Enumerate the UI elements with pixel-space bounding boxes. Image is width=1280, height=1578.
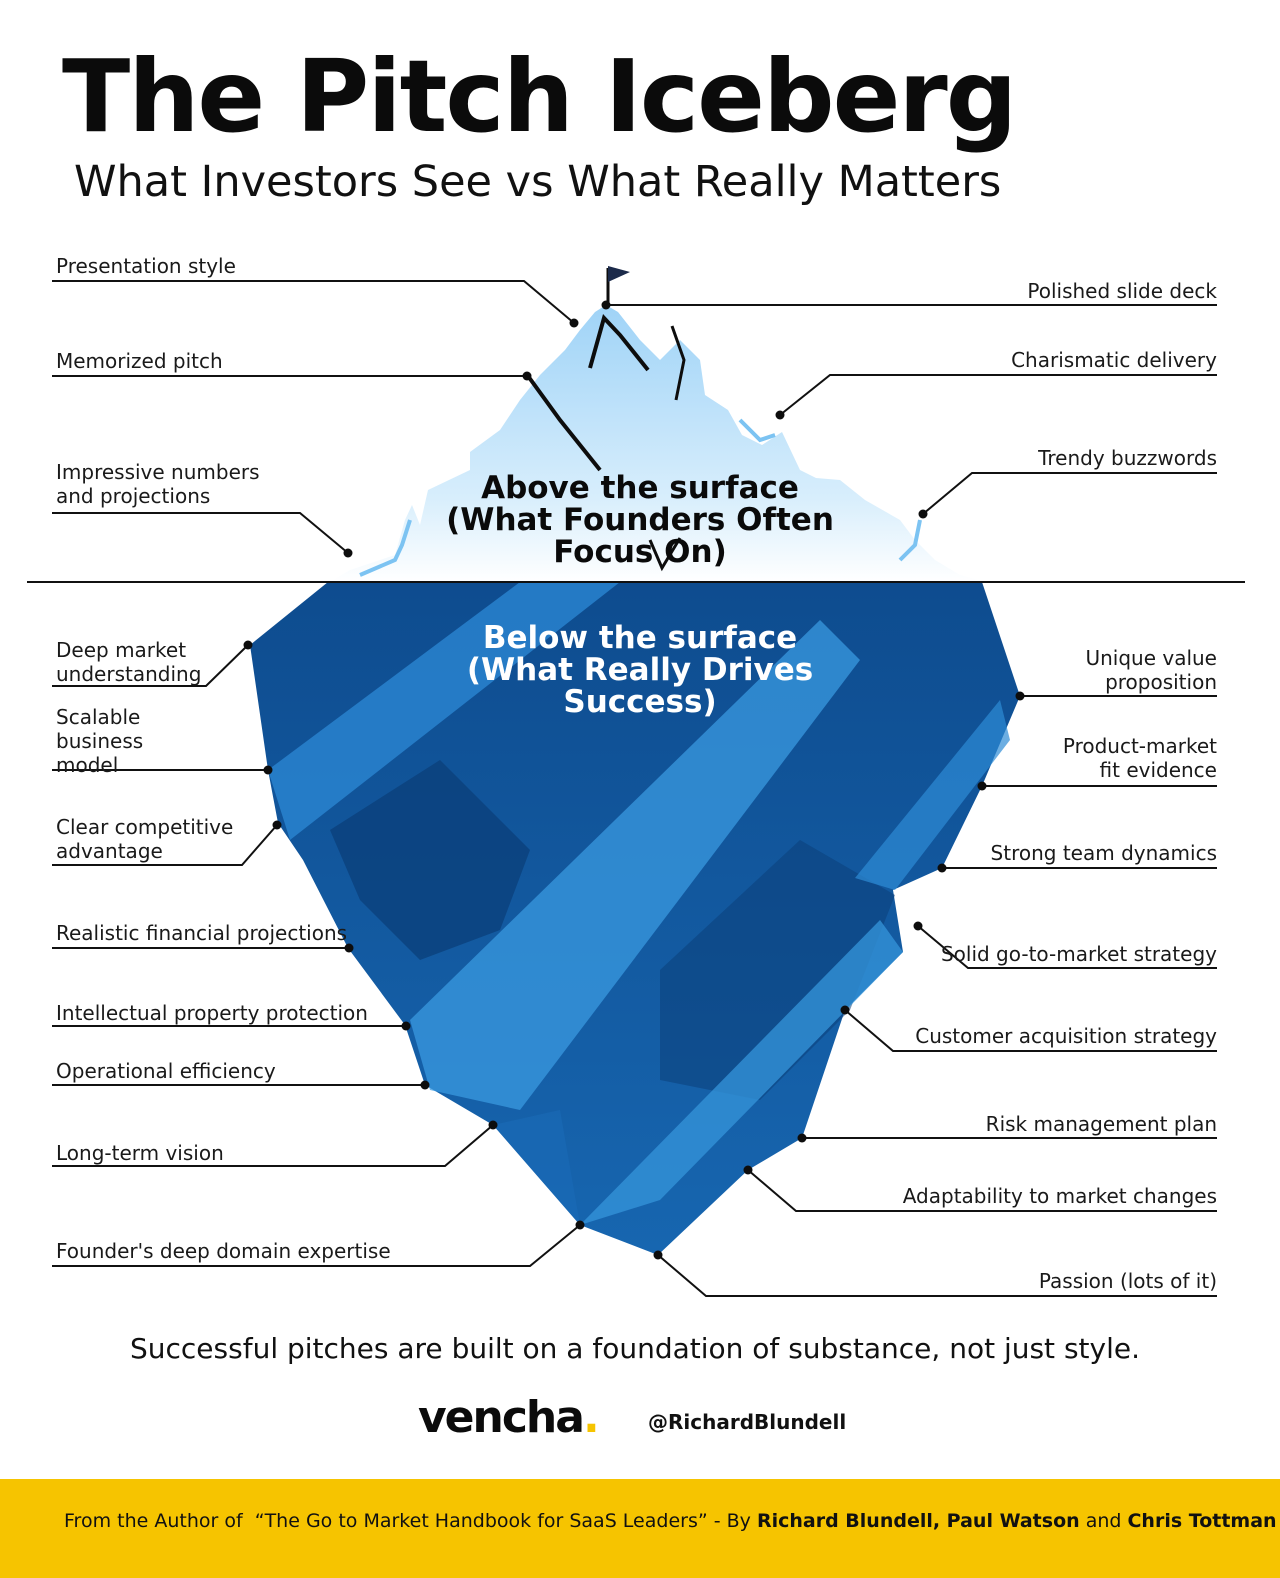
label-long-term-vision: Long-term vision bbox=[56, 1141, 224, 1165]
leader-lines-left bbox=[52, 280, 581, 1267]
label-passion: Passion (lots of it) bbox=[1038, 1269, 1217, 1293]
label-operational-efficiency: Operational efficiency bbox=[56, 1059, 276, 1083]
label-go-to-market-strategy: Solid go-to-market strategy bbox=[940, 942, 1217, 966]
page-title: The Pitch Iceberg bbox=[62, 38, 1017, 155]
label-impressive-numbers: Impressive numbers and projections bbox=[56, 460, 260, 508]
page-subtitle: What Investors See vs What Really Matter… bbox=[74, 157, 1002, 207]
label-scalable-business-model: Scalable business model bbox=[56, 705, 144, 777]
label-charismatic-delivery: Charismatic delivery bbox=[1011, 348, 1217, 372]
above-surface-heading: Above the surface (What Founders Often F… bbox=[446, 470, 834, 570]
author-handle: @RichardBlundell bbox=[648, 1410, 847, 1434]
label-risk-management-plan: Risk management plan bbox=[985, 1112, 1217, 1136]
label-memorized-pitch: Memorized pitch bbox=[56, 349, 223, 373]
leader-lines-right bbox=[606, 304, 1217, 1297]
label-deep-market-understanding: Deep market understanding bbox=[56, 638, 202, 686]
tagline: Successful pitches are built on a founda… bbox=[130, 1332, 1140, 1365]
flag-icon bbox=[606, 266, 630, 305]
label-strong-team-dynamics: Strong team dynamics bbox=[990, 841, 1217, 865]
label-clear-competitive-advantage: Clear competitive advantage bbox=[56, 815, 234, 863]
label-trendy-buzzwords: Trendy buzzwords bbox=[1038, 446, 1217, 470]
label-customer-acquisition: Customer acquisition strategy bbox=[915, 1024, 1217, 1048]
footer-text: From the Author of “The Go to Market Han… bbox=[64, 1510, 1277, 1532]
label-unique-value-proposition: Unique value proposition bbox=[1085, 646, 1217, 694]
label-polished-slide-deck: Polished slide deck bbox=[1027, 279, 1217, 303]
label-founder-domain-expertise: Founder's deep domain expertise bbox=[56, 1239, 391, 1263]
anchor-dots bbox=[243, 300, 1025, 1260]
label-realistic-financial-projections: Realistic financial projections bbox=[56, 921, 348, 945]
label-presentation-style: Presentation style bbox=[56, 254, 236, 278]
label-adaptability: Adaptability to market changes bbox=[902, 1184, 1217, 1208]
iceberg-tip bbox=[330, 305, 985, 582]
iceberg-body bbox=[250, 582, 1020, 1255]
label-product-market-fit: Product-market fit evidence bbox=[1062, 734, 1217, 782]
vencha-logo: vencha. bbox=[418, 1392, 600, 1443]
label-intellectual-property: Intellectual property protection bbox=[56, 1001, 368, 1025]
below-surface-heading: Below the surface (What Really Drives Su… bbox=[466, 620, 814, 720]
footer-banner: From the Author of “The Go to Market Han… bbox=[0, 1479, 1280, 1578]
